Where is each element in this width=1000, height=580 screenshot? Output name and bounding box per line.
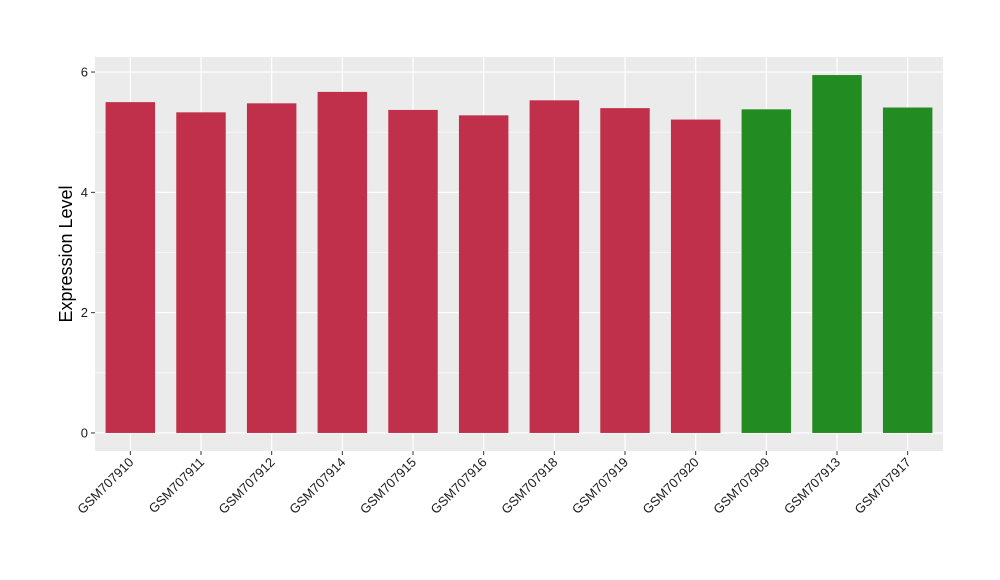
y-axis: 0 2 4 6 <box>81 65 95 440</box>
bar-GSM707920 <box>670 119 721 433</box>
bars <box>105 75 933 433</box>
x-tick-label: GSM707920 <box>640 455 702 517</box>
x-tick-label: GSM707913 <box>781 455 843 517</box>
bar-GSM707915 <box>388 109 438 433</box>
x-tick-label: GSM707915 <box>357 455 419 517</box>
bar-GSM707911 <box>176 112 226 433</box>
x-tick-label: GSM707918 <box>498 455 560 517</box>
bar-GSM707912 <box>246 103 297 433</box>
y-tick-label: 4 <box>81 185 88 200</box>
x-tick-label: GSM707910 <box>74 455 136 517</box>
x-tick-label: GSM707916 <box>428 455 490 517</box>
bar-GSM707917 <box>882 107 933 433</box>
x-tick-label: GSM707917 <box>852 455 914 517</box>
bar-GSM707910 <box>105 102 156 433</box>
x-tick-label: GSM707909 <box>710 455 772 517</box>
bar-GSM707918 <box>529 100 580 433</box>
x-tick-label: GSM707912 <box>216 455 278 517</box>
x-tick-label: GSM707914 <box>286 455 348 517</box>
bar-GSM707916 <box>458 115 509 433</box>
plot-panel <box>95 57 943 451</box>
x-tick-label: GSM707919 <box>569 455 631 517</box>
bar-GSM707919 <box>600 108 650 433</box>
y-axis-title: Expression Level <box>56 185 76 322</box>
y-tick-label: 6 <box>81 65 88 80</box>
x-axis: GSM707910 GSM707911 GSM707912 GSM707914 GSM7… <box>74 451 914 517</box>
y-tick-label: 2 <box>81 305 88 320</box>
bar-GSM707913 <box>812 75 862 433</box>
x-tick-label: GSM707911 <box>146 455 208 517</box>
y-tick-label: 0 <box>81 425 88 440</box>
minor-gridlines <box>95 131 943 374</box>
bar-GSM707914 <box>317 91 368 433</box>
bar-GSM707909 <box>741 109 792 433</box>
